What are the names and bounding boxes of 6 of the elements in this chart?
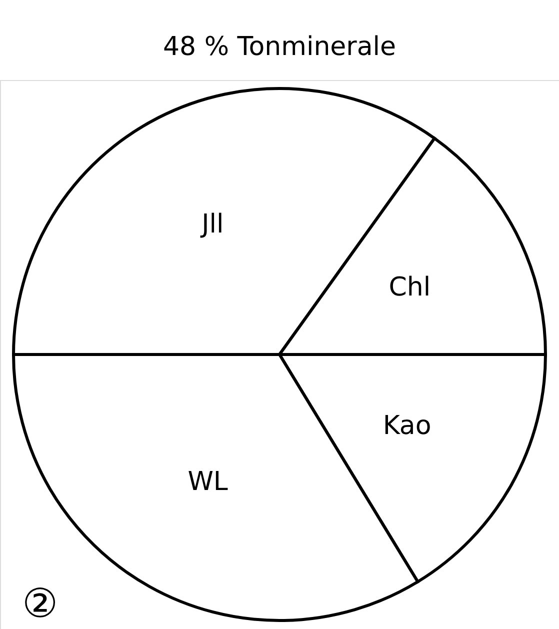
slice-label: Kao	[382, 411, 432, 442]
slice-label: WL	[188, 467, 228, 498]
chart-title: 48 % Tonminerale	[162, 32, 396, 62]
slice-label: Jll	[200, 209, 224, 240]
slice-label: Chl	[388, 272, 431, 303]
text: ②	[22, 581, 58, 627]
